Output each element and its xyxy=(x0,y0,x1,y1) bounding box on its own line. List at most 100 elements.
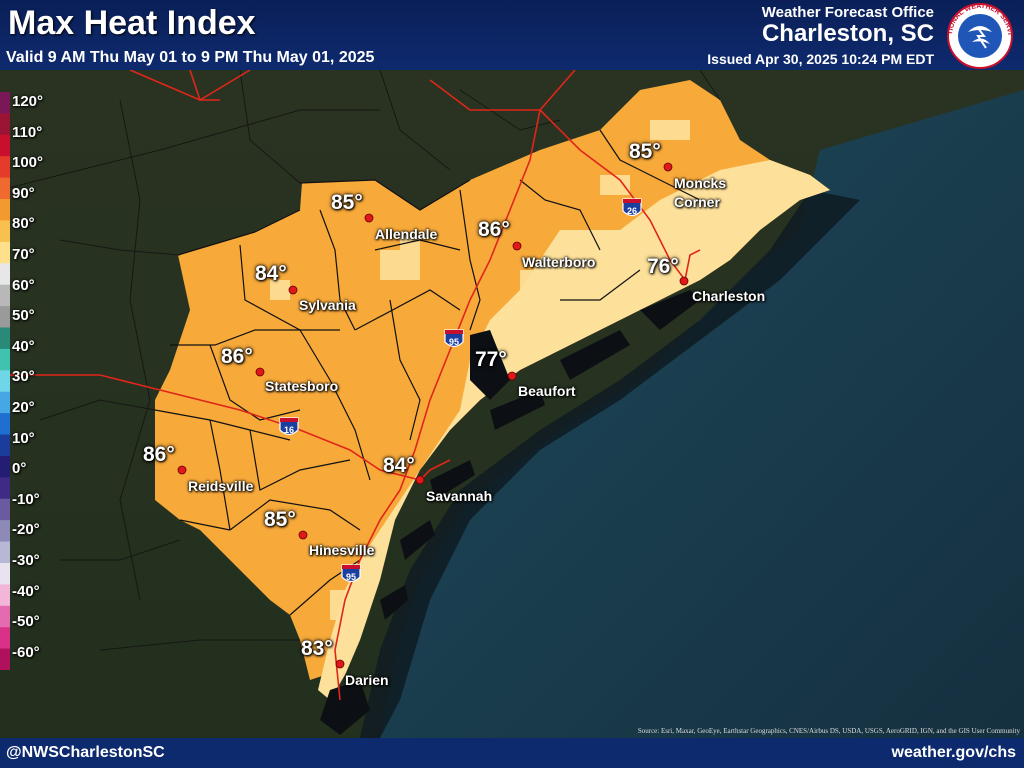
legend-swatch xyxy=(0,605,10,628)
legend-label: -30° xyxy=(12,552,40,569)
legend-label: -40° xyxy=(12,582,40,600)
legend-label: 10° xyxy=(12,429,35,447)
legend-swatch xyxy=(0,627,10,650)
legend-label: 110° xyxy=(12,123,43,141)
heat-value-sylvania: 84° xyxy=(255,262,287,285)
city-dot-moncks-corner xyxy=(663,162,673,172)
highway-shield-95-south-number: 95 xyxy=(346,572,356,582)
heat-value-beaufort: 77° xyxy=(475,348,507,371)
legend-swatch xyxy=(0,434,10,457)
city-label-statesboro: Statesboro xyxy=(265,378,339,394)
heat-value-charleston: 76° xyxy=(647,255,679,278)
coastal-shelf xyxy=(360,190,860,738)
coastal-islands xyxy=(320,290,700,735)
city-dot-hinesville xyxy=(298,530,308,540)
legend-label: 30° xyxy=(12,368,35,386)
legend-swatch xyxy=(0,241,10,264)
highway-shield-26-number: 26 xyxy=(627,206,637,216)
heat-value-statesboro: 86° xyxy=(221,345,253,368)
legend-swatch xyxy=(0,370,10,393)
legend-label: -50° xyxy=(12,613,40,631)
city-dot-charleston xyxy=(679,276,689,286)
legend-label: 40° xyxy=(12,337,35,355)
heat-value-walterboro: 86° xyxy=(478,218,510,241)
highway-shield-26: 26 xyxy=(622,198,642,217)
city-label-savannah: Savannah xyxy=(426,488,493,504)
county-boundaries xyxy=(154,129,701,616)
city-dot-reidsville xyxy=(177,465,187,475)
city-dot-beaufort xyxy=(507,371,517,381)
legend-swatch xyxy=(0,306,10,328)
heat-value-reidsville: 86° xyxy=(143,443,175,466)
office-label: Weather Forecast Office xyxy=(761,4,934,21)
legend-label: 60° xyxy=(12,276,35,294)
legend-swatch xyxy=(0,477,10,500)
city-label-beaufort: Beaufort xyxy=(518,383,576,399)
legend-label: 70° xyxy=(12,246,35,263)
ocean xyxy=(380,90,1024,738)
city-label-charleston: Charleston xyxy=(692,288,766,304)
legend-color-bar xyxy=(0,92,10,670)
legend-swatch xyxy=(0,177,10,200)
legend-swatch xyxy=(0,199,10,221)
legend-label: 0° xyxy=(12,460,27,478)
legend-label: -60° xyxy=(12,643,40,661)
heat-value-moncks-corner: 85° xyxy=(629,140,661,163)
city-dot-savannah xyxy=(415,475,425,485)
footer-website-link[interactable]: weather.gov/chs xyxy=(891,744,1017,761)
legend-label: 80° xyxy=(12,215,35,233)
map-source-attribution: Source: Esri, Maxar, GeoEye, Earthstar G… xyxy=(637,727,1020,735)
legend-swatch xyxy=(0,584,10,607)
city-label-reidsville: Reidsville xyxy=(188,478,254,494)
highway-shield-16: 16 xyxy=(279,417,299,436)
legend-swatch xyxy=(0,520,10,543)
city-label-allendale: Allendale xyxy=(375,226,438,242)
legend-swatch xyxy=(0,134,10,157)
legend-swatch xyxy=(0,648,10,670)
city-label-darien: Darien xyxy=(345,672,389,688)
city-label-walterboro: Walterboro xyxy=(522,254,596,270)
highway-shield-95-north-number: 95 xyxy=(449,337,459,347)
legend-swatch xyxy=(0,413,10,436)
legend-label: -20° xyxy=(12,521,40,539)
legend-swatch xyxy=(0,113,10,136)
footer-bar: @NWSCharlestonSC weather.gov/chs xyxy=(0,738,1024,768)
highway-shield-95-south: 95 xyxy=(341,564,361,583)
legend-swatch xyxy=(0,263,10,286)
legend-swatch xyxy=(0,348,10,371)
outer-boundaries xyxy=(0,69,721,651)
legend-label: 120° xyxy=(12,93,44,110)
heat-value-hinesville: 85° xyxy=(264,508,296,531)
legend-swatch xyxy=(0,391,10,414)
nws-logo: NATIONAL WEATHER SERVICE xyxy=(942,2,1013,69)
legend-label: 20° xyxy=(12,399,35,416)
color-legend: 120° 110° 100° 90° 80° 70° 60° 50° 40° 30° 20° 10° 0… xyxy=(0,92,60,670)
legend-label: -10° xyxy=(12,490,40,508)
heat-value-allendale: 85° xyxy=(331,191,363,214)
heat-speckle-patches xyxy=(270,120,690,620)
page-title: Max Heat Index xyxy=(8,4,256,42)
legend-swatch xyxy=(0,498,10,521)
legend-swatch xyxy=(0,541,10,564)
city-label-moncks-corner: Moncks Corner xyxy=(674,175,727,210)
legend-swatch xyxy=(0,327,10,350)
city-dot-darien xyxy=(335,659,345,669)
valid-period: Valid 9 AM Thu May 01 to 9 PM Thu May 01… xyxy=(6,49,375,66)
city-dot-sylvania xyxy=(288,285,298,295)
issued-time: Issued Apr 30, 2025 10:24 PM EDT xyxy=(707,51,934,67)
legend-swatch xyxy=(0,284,10,307)
legend-swatch xyxy=(0,455,10,478)
legend-swatch xyxy=(0,220,10,243)
highway-shield-16-number: 16 xyxy=(284,425,294,435)
legend-label: 90° xyxy=(12,184,35,202)
legend-swatch xyxy=(0,156,10,179)
legend-label: 100° xyxy=(12,154,44,172)
office-name: Charleston, SC xyxy=(761,20,934,47)
legend-swatch xyxy=(0,562,10,585)
heat-value-savannah: 84° xyxy=(383,454,415,477)
heat-zone-75-84 xyxy=(318,160,830,700)
footer-social-handle[interactable]: @NWSCharlestonSC xyxy=(6,744,165,761)
city-dot-statesboro xyxy=(255,367,265,377)
